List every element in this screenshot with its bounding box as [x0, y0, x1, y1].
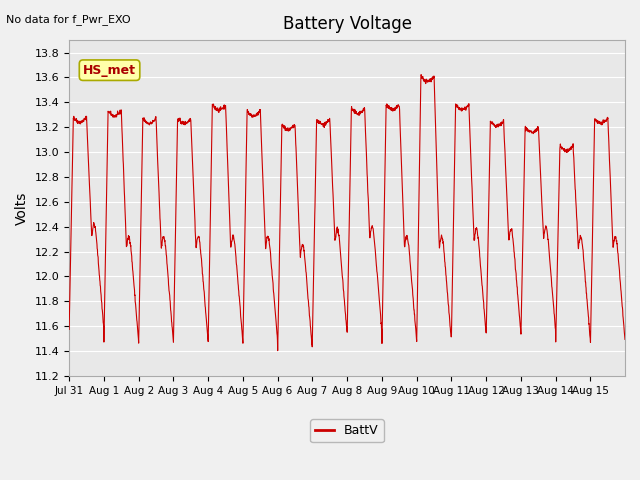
Title: Battery Voltage: Battery Voltage: [283, 15, 412, 33]
Y-axis label: Volts: Volts: [15, 192, 29, 225]
Text: HS_met: HS_met: [83, 64, 136, 77]
Text: No data for f_Pwr_EXO: No data for f_Pwr_EXO: [6, 14, 131, 25]
Legend: BattV: BattV: [310, 419, 384, 442]
